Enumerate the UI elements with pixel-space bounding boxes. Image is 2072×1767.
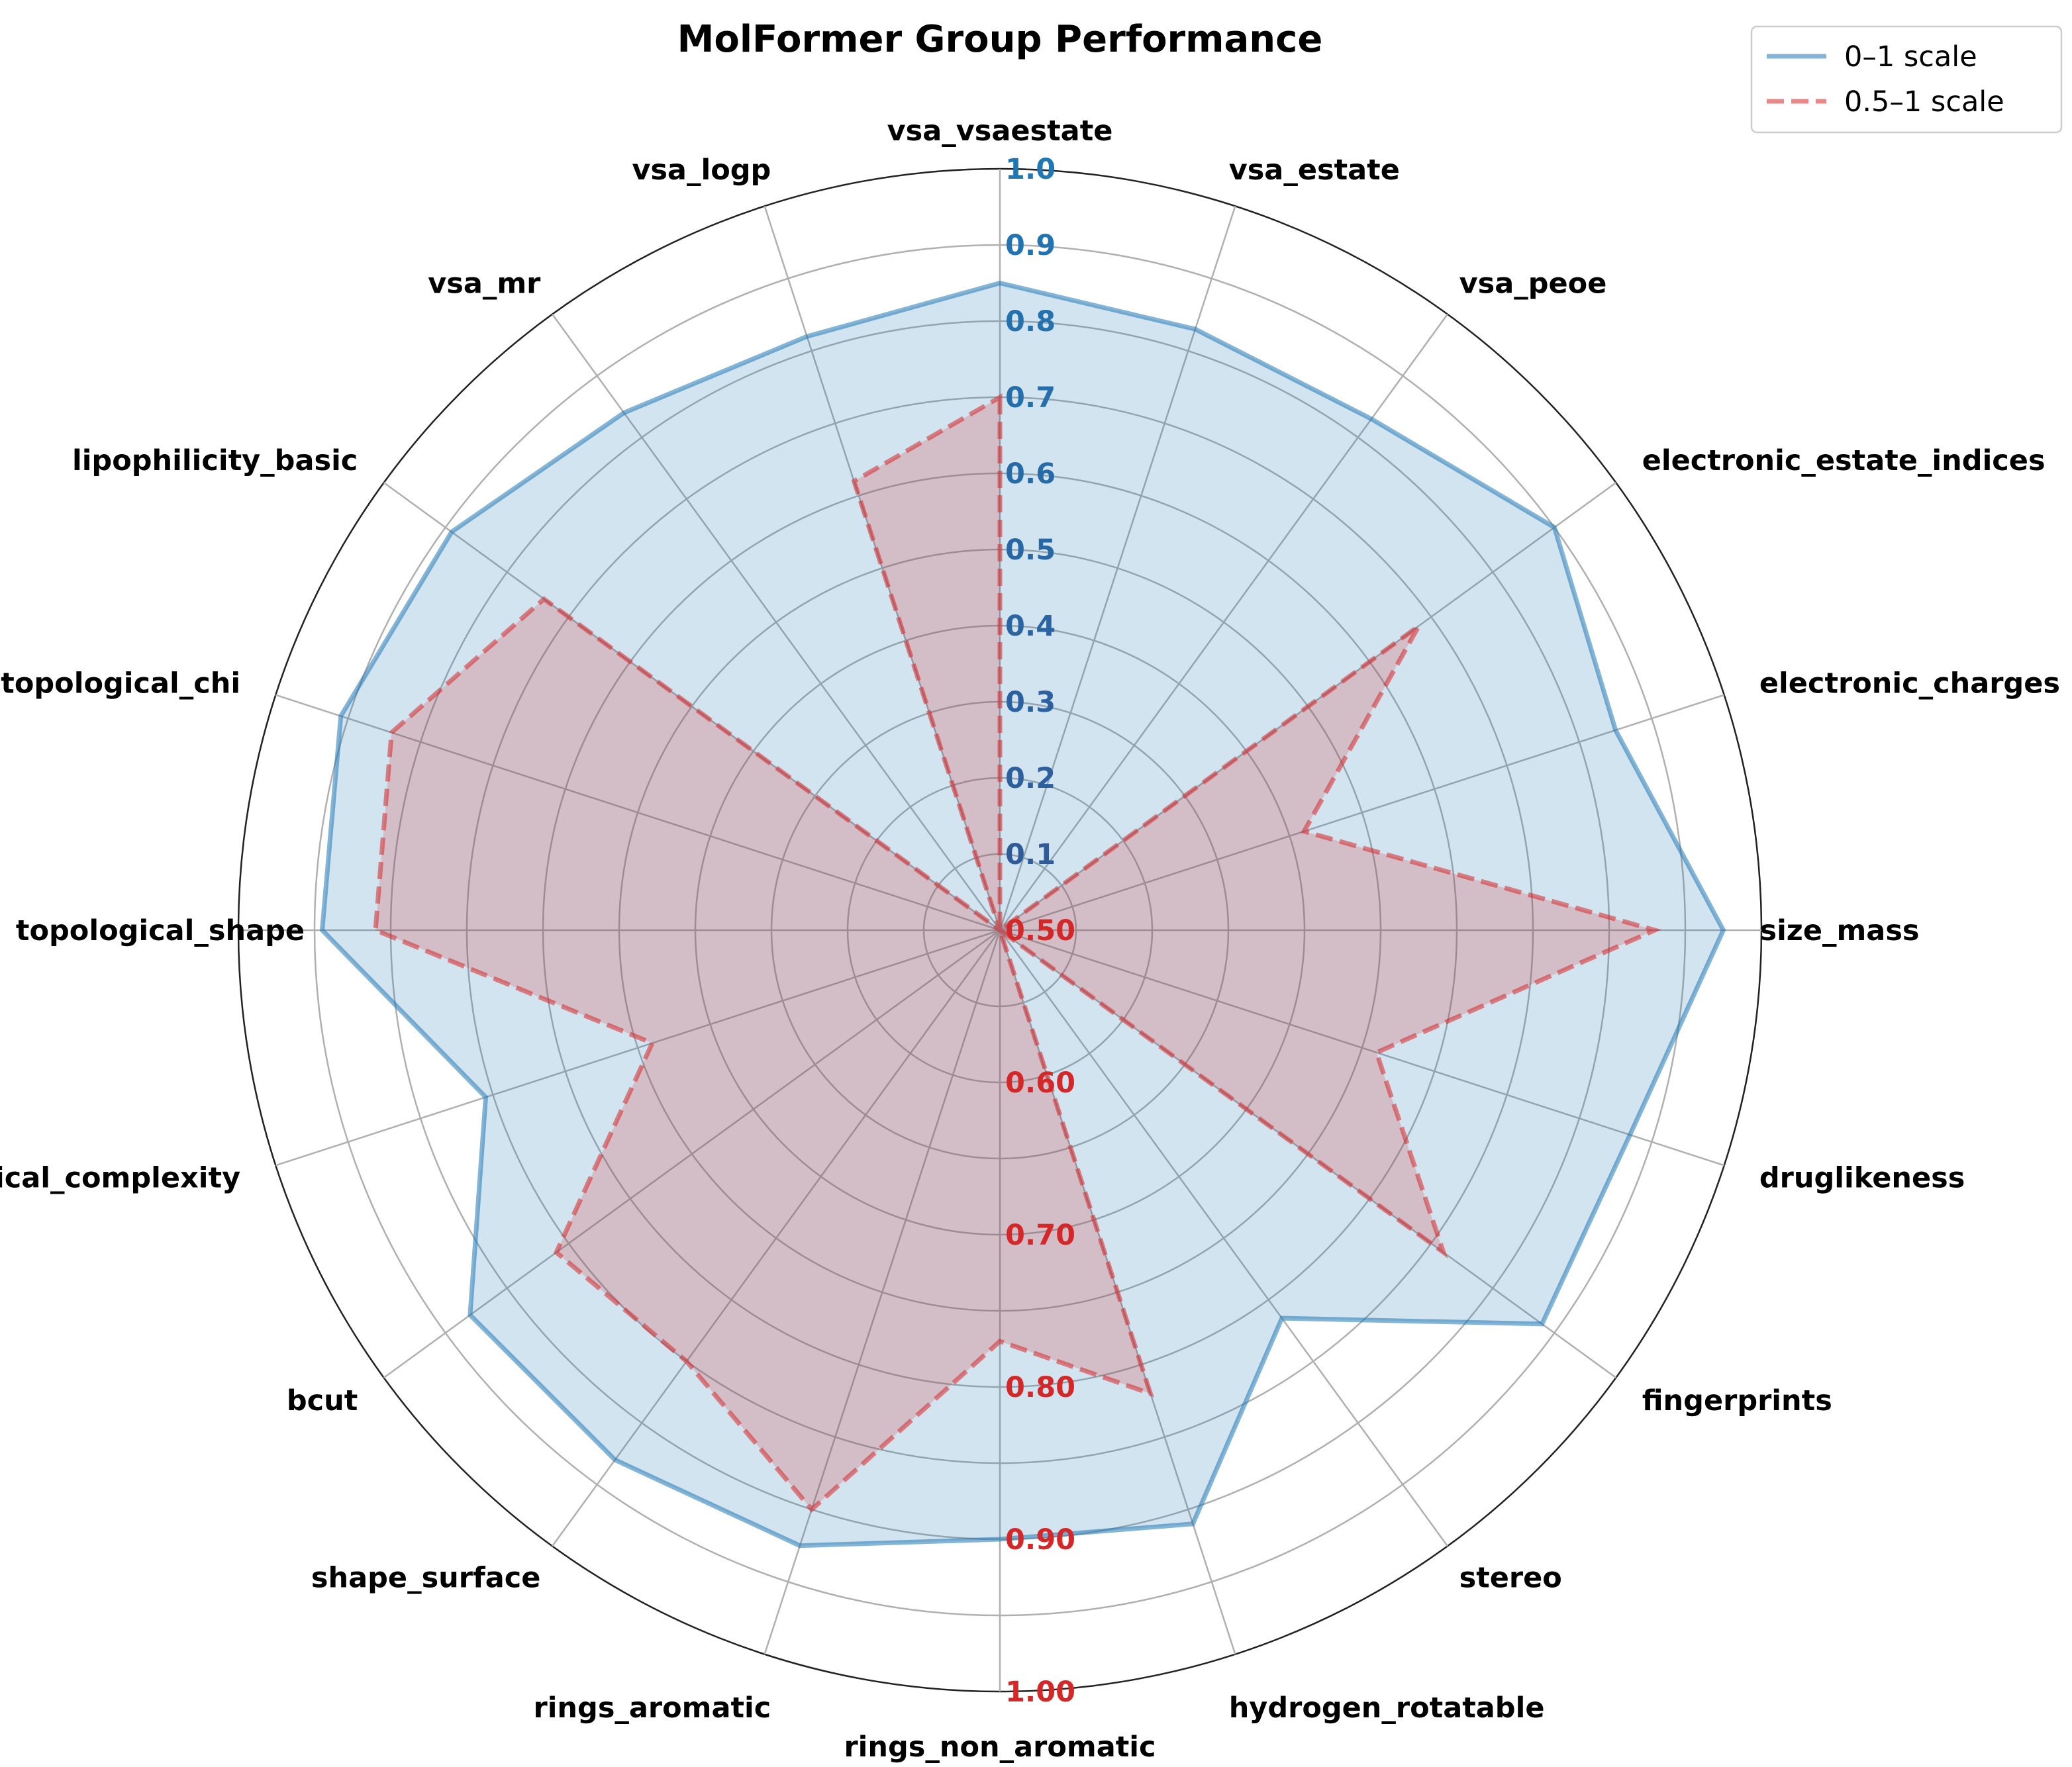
category-label-druglikeness: druglikeness: [1759, 1161, 1965, 1194]
category-label-rings-non-aromatic: rings_non_aromatic: [844, 1731, 1156, 1764]
radial-tick-label: 0.9: [1005, 229, 1056, 262]
category-label-size-mass: size_mass: [1759, 914, 1919, 947]
series-line-0-5-1-scale: [373, 393, 1662, 1513]
series-fill-0-1-scale: [322, 283, 1724, 1546]
radial-tick-label: 0.4: [1005, 610, 1056, 643]
category-label-topological-complexity: topological_complexity: [0, 1161, 240, 1194]
radial-tick-label: 0.5: [1005, 534, 1056, 567]
radial-tick-label: 0.6: [1005, 457, 1056, 491]
radial-tick-label-lower: 0.80: [1005, 1371, 1075, 1404]
legend-label-0-5-1-scale: 0.5–1 scale: [1844, 85, 2004, 119]
radial-tick-label: 0.7: [1005, 381, 1056, 414]
category-label-vsa-peoe: vsa_peoe: [1459, 267, 1607, 301]
radial-tick-label-lower: 1.00: [1005, 1676, 1075, 1709]
category-label-shape-surface: shape_surface: [311, 1561, 540, 1594]
grid-spoke: [999, 930, 1448, 1547]
series-layer: [319, 280, 1726, 1549]
category-label-fingerprints: fingerprints: [1642, 1384, 1832, 1417]
category-label-bcut: bcut: [287, 1384, 358, 1417]
grid-spoke: [275, 929, 1001, 1167]
grid-spoke: [275, 694, 1001, 931]
radial-tick-label: 0.8: [1005, 305, 1056, 338]
category-label-electronic-charges: electronic_charges: [1759, 667, 2060, 700]
category-label-stereo: stereo: [1459, 1561, 1562, 1594]
radial-tick-label: 0.2: [1005, 762, 1056, 795]
category-label-electronic-estate-indices: electronic_estate_indices: [1642, 444, 2046, 477]
category-label-topological-chi: topological_chi: [1, 667, 240, 700]
category-label-topological-shape: topological_shape: [16, 914, 305, 947]
category-label-vsa-mr: vsa_mr: [428, 267, 541, 301]
grid-spoke: [999, 929, 1725, 1167]
series-fill-0-5-1-scale: [375, 397, 1655, 1509]
category-labels: vsa_vsaestate vsa_estate vsa_peoe electroni…: [0, 115, 2060, 1764]
grid-spoke: [999, 694, 1725, 931]
category-label-vsa-estate: vsa_estate: [1229, 154, 1400, 187]
radial-tick-label: 1.0: [1005, 153, 1056, 186]
grid-spoke: [552, 313, 1001, 931]
radial-tick-label-lower: 0.60: [1005, 1067, 1075, 1100]
radial-tick-label: 0.3: [1005, 686, 1056, 719]
category-label-rings-aromatic: rings_aromatic: [533, 1692, 771, 1725]
legend: 0–1 scale 0.5–1 scale: [1750, 25, 2063, 134]
category-label-lipophilicity-basic: lipophilicity_basic: [72, 444, 358, 477]
legend-label-0-1-scale: 0–1 scale: [1844, 40, 1977, 73]
grid-spoke: [999, 205, 1236, 931]
grid-spoke: [552, 930, 1001, 1547]
grid-spoke: [764, 930, 1001, 1655]
grid-spoke: [999, 313, 1448, 931]
category-label-hydrogen-rotatable: hydrogen_rotatable: [1229, 1692, 1545, 1725]
radial-tick-label-lower: 0.70: [1005, 1219, 1075, 1252]
chart-title: MolFormer Group Performance: [677, 18, 1323, 61]
legend-box: [1750, 25, 2063, 134]
category-label-vsa-logp: vsa_logp: [632, 154, 771, 187]
radial-tick-label-lower: 0.50: [1005, 914, 1075, 947]
grid-spoke: [383, 929, 1001, 1378]
radial-tick-label: 0.1: [1005, 838, 1056, 871]
radial-tick-label-lower: 0.90: [1005, 1523, 1075, 1556]
category-label-vsa-vsaestate: vsa_vsaestate: [887, 115, 1113, 148]
radial-tick-labels: 0.1 0.2 0.3 0.4 0.5 0.6 0.7 0.8 0.9 1.0 0.50 0.60 0.…: [1005, 153, 1075, 1709]
